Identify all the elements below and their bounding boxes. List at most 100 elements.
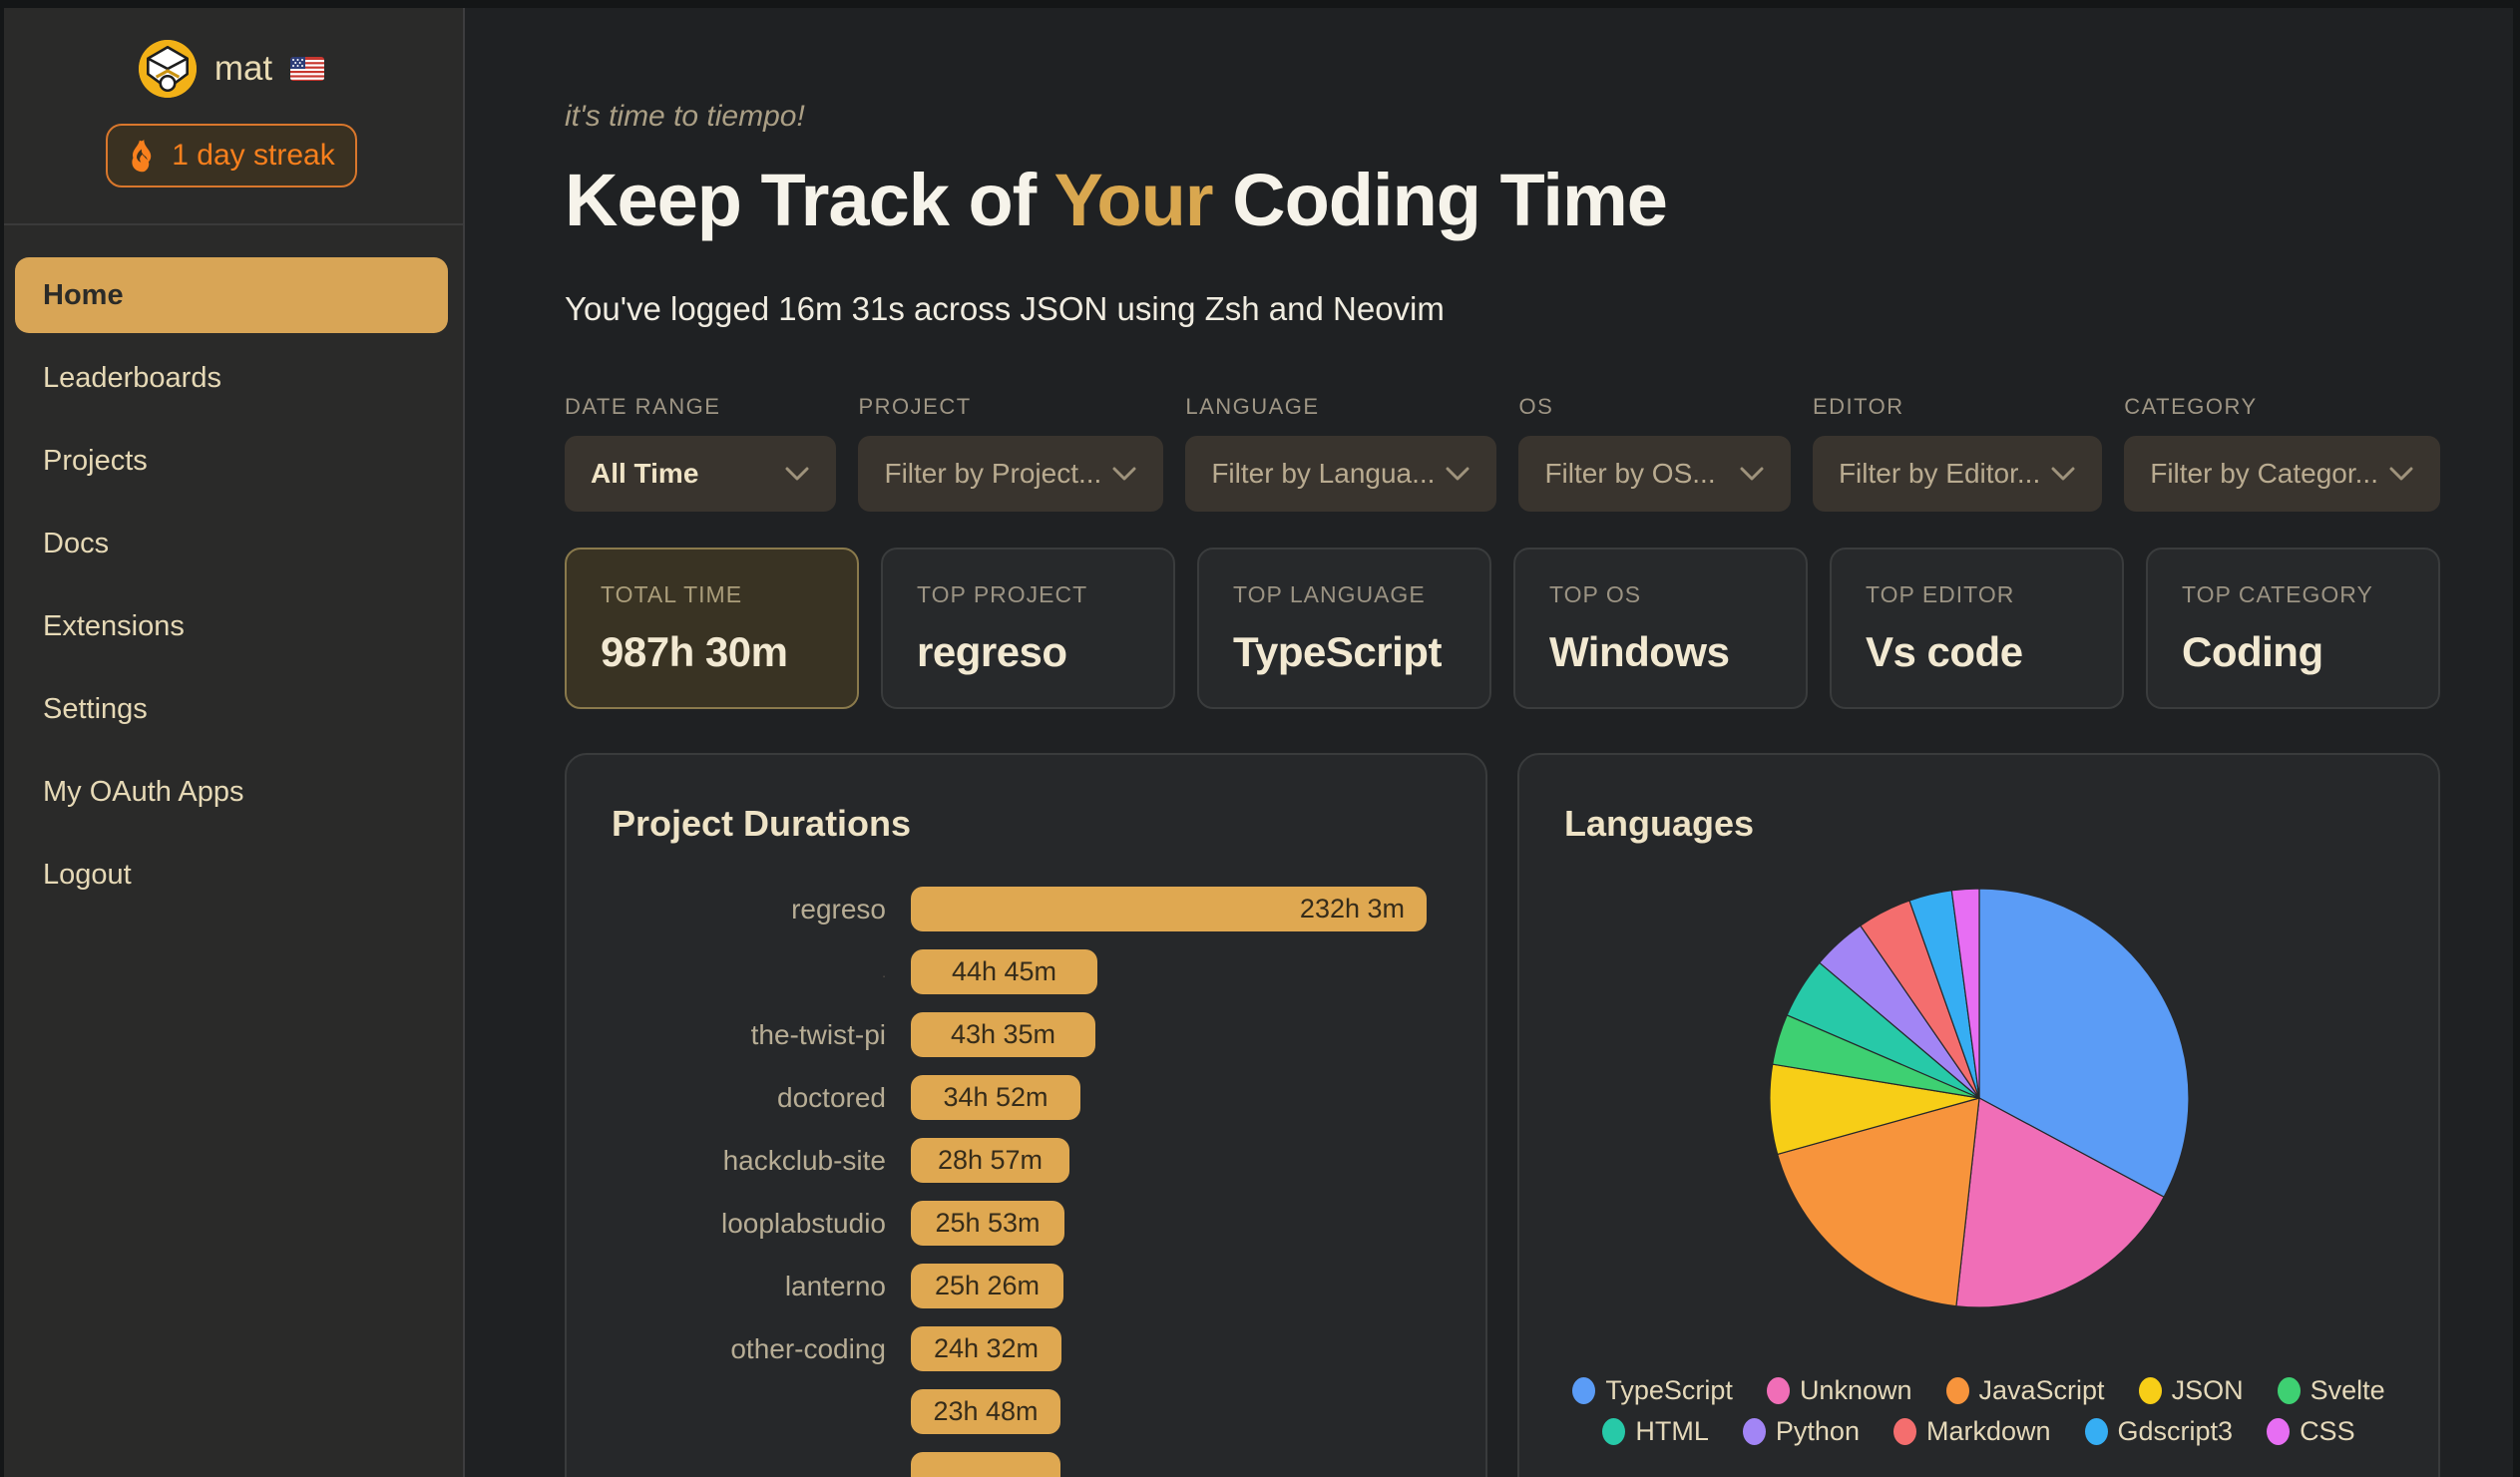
filter-select-os[interactable]: Filter by OS...	[1518, 436, 1791, 512]
duration-bar[interactable]: 25h 26m	[911, 1264, 1063, 1308]
stat-label: TOP OS	[1549, 581, 1642, 607]
title-suffix: Coding Time	[1212, 159, 1668, 241]
legend-dot-icon	[2084, 1418, 2108, 1445]
bar-value-label: 44h 45m	[951, 956, 1057, 986]
stat-value: Vs code	[1866, 628, 2023, 675]
bar-project-label: regreso	[791, 893, 886, 924]
legend-item-json: JSON	[2138, 1375, 2244, 1406]
sidebar-nav: Home Leaderboards Projects Docs Extensions Se…	[0, 257, 463, 913]
legend-row: TypeScript Unknown JavaScript JSON Svelte	[1564, 1375, 2393, 1406]
duration-bar[interactable]: 43h 35m	[911, 1012, 1095, 1057]
filter-select-category[interactable]: Filter by Categor...	[2124, 436, 2440, 512]
bar-row: looplabstudio 25h 53m	[612, 1201, 1441, 1246]
pie-slice-unknown[interactable]	[1954, 1097, 2165, 1308]
chevron-down-icon	[2051, 467, 2075, 481]
stat-label: TOTAL TIME	[601, 581, 743, 607]
bar-project-label: other-coding	[730, 1332, 886, 1364]
legend-row: HTML Python Markdown Gdscript3 CSS	[1564, 1416, 2393, 1447]
legend-dot-icon	[2138, 1377, 2162, 1404]
sidebar-item-leaderboards[interactable]: Leaderboards	[43, 361, 221, 394]
filter-label: CATEGORY	[2124, 394, 2258, 419]
duration-bar[interactable]: 232h 3m	[911, 887, 1427, 931]
legend-dot-icon	[1602, 1418, 1626, 1445]
filter-select-language[interactable]: Filter by Langua...	[1185, 436, 1497, 512]
pie-slice-javascript[interactable]	[1776, 1097, 1980, 1307]
duration-bar[interactable]: 28h 57m	[911, 1138, 1069, 1183]
stat-card-top-project: TOP PROJECT regreso	[881, 548, 1175, 709]
mat-logo-icon	[138, 40, 197, 98]
stat-value: 987h 30m	[601, 628, 788, 675]
stat-value: Windows	[1549, 628, 1730, 675]
legend-label: Unknown	[1799, 1375, 1912, 1405]
charts-row: Project Durations regreso 232h 3m. 44h 45m…	[565, 753, 2440, 1477]
legend-label: HTML	[1635, 1416, 1709, 1446]
bar-value-label: 232h 3m	[1299, 894, 1405, 923]
pie-slice-typescript[interactable]	[1977, 888, 2190, 1199]
sidebar-item-extensions[interactable]: Extensions	[43, 609, 185, 642]
bar-project-label: lanterno	[784, 1270, 886, 1301]
avatar[interactable]	[138, 40, 197, 98]
languages-title: Languages	[1564, 803, 1755, 844]
legend-label: CSS	[2300, 1416, 2355, 1446]
filter-select-editor[interactable]: Filter by Editor...	[1812, 436, 2103, 512]
duration-bar[interactable]: 44h 45m	[911, 949, 1097, 994]
flame-icon	[132, 139, 152, 173]
stat-card-top-editor: TOP EDITOR Vs code	[1830, 548, 2124, 709]
sidebar-item-my-oauth-apps[interactable]: My OAuth Apps	[43, 775, 244, 808]
duration-bar[interactable]: 25h 53m	[911, 1201, 1064, 1246]
stat-value: regreso	[917, 628, 1067, 675]
profile[interactable]: mat	[0, 40, 463, 98]
bar-row: lanterno 25h 26m	[612, 1264, 1441, 1308]
legend-label: Svelte	[2310, 1375, 2385, 1405]
legend-label: Gdscript3	[2117, 1416, 2234, 1446]
legend-dot-icon	[1892, 1418, 1916, 1445]
stat-value: TypeScript	[1233, 628, 1442, 675]
legend-item-python: Python	[1742, 1416, 1860, 1447]
bar-project-label: looplabstudio	[720, 1207, 886, 1239]
filter-select-project[interactable]: Filter by Project...	[858, 436, 1164, 512]
page-title: Keep Track of Your Coding Time	[565, 158, 2440, 242]
legend-label: Markdown	[1925, 1416, 2051, 1446]
filter-value: Filter by Project...	[884, 458, 1102, 489]
main-content: it's time to tiempo! Keep Track of Your …	[467, 0, 2520, 1477]
bar-value-label: 25h 26m	[934, 1271, 1041, 1300]
legend-dot-icon	[1742, 1418, 1766, 1445]
legend-item-html: HTML	[1602, 1416, 1709, 1447]
bar-project-label: doctored	[777, 1081, 886, 1113]
sidebar-item-projects[interactable]: Projects	[43, 444, 148, 477]
duration-bar[interactable]: 34h 52m	[911, 1075, 1080, 1120]
sidebar-item-home[interactable]: Home	[15, 257, 448, 333]
filter-date-range: DATE RANGE All Time	[565, 394, 837, 512]
bar-value-label: 34h 52m	[943, 1082, 1049, 1112]
duration-bar[interactable]	[911, 1452, 1060, 1477]
legend-label: JSON	[2171, 1375, 2244, 1405]
logged-summary: You've logged 16m 31s across JSON using …	[565, 290, 1445, 327]
legend-label: TypeScript	[1605, 1375, 1733, 1405]
legend-dot-icon	[2267, 1418, 2291, 1445]
filter-editor: EDITOR Filter by Editor...	[1812, 394, 2103, 512]
title-prefix: Keep Track of	[565, 159, 1054, 241]
sidebar-item-docs[interactable]: Docs	[43, 527, 110, 559]
chevron-down-icon	[785, 467, 809, 481]
legend-item-css: CSS	[2267, 1416, 2355, 1447]
sidebar: mat 1 day streak Home Leaderboards Project…	[0, 0, 465, 1477]
chevron-down-icon	[2389, 467, 2413, 481]
chevron-down-icon	[1112, 467, 1136, 481]
sidebar-item-settings[interactable]: Settings	[43, 692, 148, 725]
bar-value-label: 25h 53m	[935, 1208, 1041, 1238]
pie-slice-css[interactable]	[1950, 888, 1980, 1099]
filter-label: DATE RANGE	[565, 394, 721, 419]
sidebar-item-logout[interactable]: Logout	[43, 858, 132, 891]
stats-row: TOTAL TIME 987h 30m TOP PROJECT regreso TOP …	[565, 548, 2440, 709]
duration-bar[interactable]: 23h 48m	[911, 1389, 1060, 1434]
stat-value: Coding	[2182, 628, 2323, 675]
bar-project-label: .	[882, 963, 886, 980]
chevron-down-icon	[1446, 467, 1470, 481]
bar-project-label: hackclub-site	[722, 1144, 886, 1176]
filter-value: Filter by Editor...	[1838, 458, 2041, 489]
streak-badge: 1 day streak	[106, 124, 357, 187]
filter-select-date-range[interactable]: All Time	[565, 436, 837, 512]
filter-value: Filter by Langua...	[1211, 458, 1436, 489]
duration-bar[interactable]: 24h 32m	[911, 1326, 1061, 1371]
bar-value-label: 23h 48m	[933, 1396, 1039, 1426]
